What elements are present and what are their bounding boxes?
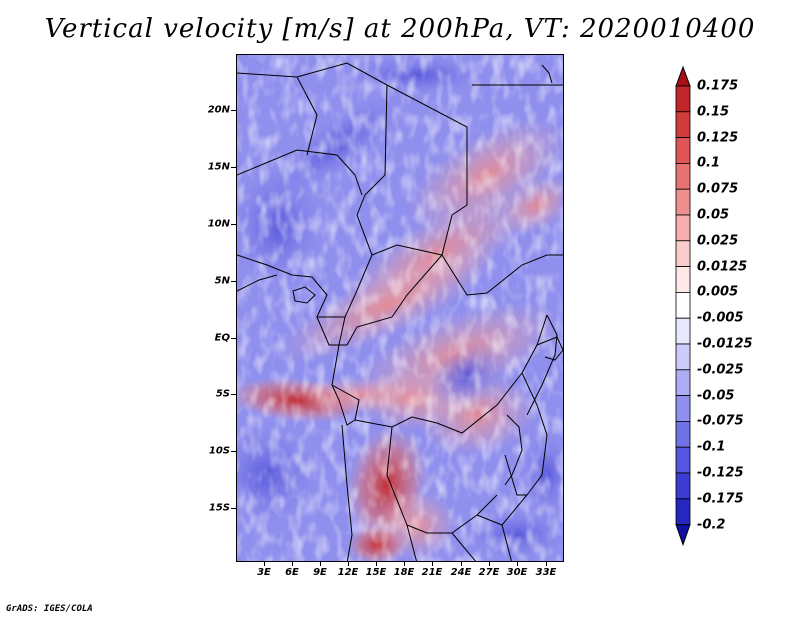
colorbar-max-arrow [675,66,691,87]
colorbar-label: 0.005 [697,284,739,300]
colorbar-segment [675,214,691,242]
x-tick [264,562,265,566]
y-tick-label: EQ [214,332,230,344]
colorbar-label: 0.0125 [697,259,748,275]
x-tick-label: 9E [313,567,327,578]
colorbar-segment [675,137,691,164]
x-tick-label: 33E [535,567,557,578]
colorbar-label: -0.2 [697,517,726,533]
colorbar-label: -0.0125 [697,336,753,352]
colorbar-label: 0.175 [697,78,739,94]
y-tick-label: 5N [214,275,230,287]
colorbar-segment [675,498,691,525]
x-tick-label: 3E [257,567,271,578]
colorbar-segment [675,343,691,371]
colorbar-label: -0.175 [697,491,744,507]
footer-credit: GrADS: IGES/COLA [6,604,93,614]
x-tick [376,562,377,566]
colorbar-label: -0.125 [697,465,744,481]
colorbar-segment [675,446,691,474]
y-tick [231,110,236,111]
colorbar-label: 0.025 [697,233,739,249]
colorbar-min-arrow [675,524,691,547]
colorbar-segment [675,472,691,500]
x-tick [320,562,321,566]
y-tick [231,394,236,395]
x-tick [489,562,490,566]
colorbar-segment [675,266,691,293]
colorbar-segment [675,188,691,216]
colorbar-label: 0.075 [697,181,739,197]
y-tick-label: 20N [207,104,230,116]
vertical-velocity-map [237,55,563,561]
colorbar-label: -0.005 [697,310,744,326]
colorbar-segment [675,163,691,190]
y-tick [231,338,236,339]
x-tick-label: 24E [450,567,472,578]
x-tick [546,562,547,566]
y-tick [231,167,236,168]
x-tick [461,562,462,566]
colorbar-segment [675,317,691,345]
colorbar-segment [675,420,691,448]
y-tick-label: 15N [207,161,230,173]
x-tick-label: 12E [337,567,359,578]
x-tick [292,562,293,566]
x-tick [432,562,433,566]
x-tick [348,562,349,566]
colorbar-label: -0.025 [697,362,744,378]
x-tick-label: 27E [478,567,500,578]
x-tick-label: 21E [421,567,443,578]
colorbar-label: 0.05 [697,207,730,223]
y-tick [231,451,236,452]
country-borders [237,62,563,561]
x-tick-label: 30E [506,567,528,578]
colorbar-segment [675,369,691,396]
map-frame [236,54,564,562]
colorbar-label: 0.125 [697,130,739,146]
y-tick-label: 10S [208,445,230,457]
y-tick-label: 15S [208,502,230,514]
colorbar-segment [675,85,691,113]
colorbar-segment [675,111,691,138]
x-tick-label: 18E [393,567,415,578]
colorbar-label: 0.15 [697,104,730,120]
y-tick [231,224,236,225]
colorbar-label: -0.1 [697,439,726,455]
colorbar-label: -0.075 [697,413,744,429]
colorbar-svg [675,66,691,547]
y-tick-label: 5S [215,388,230,400]
colorbar-label: 0.1 [697,155,721,171]
x-tick-label: 15E [365,567,387,578]
y-tick [231,281,236,282]
colorbar-segment [675,395,691,422]
colorbar-segment [675,240,691,268]
colorbar-label: -0.05 [697,388,735,404]
colorbar-segment [675,291,691,319]
chart-title: Vertical velocity [m/s] at 200hPa, VT: 2… [44,14,756,44]
y-tick [231,508,236,509]
x-tick-label: 6E [285,567,299,578]
y-tick-label: 10N [207,218,230,230]
x-tick [517,562,518,566]
x-tick [404,562,405,566]
field-texture [237,55,563,561]
